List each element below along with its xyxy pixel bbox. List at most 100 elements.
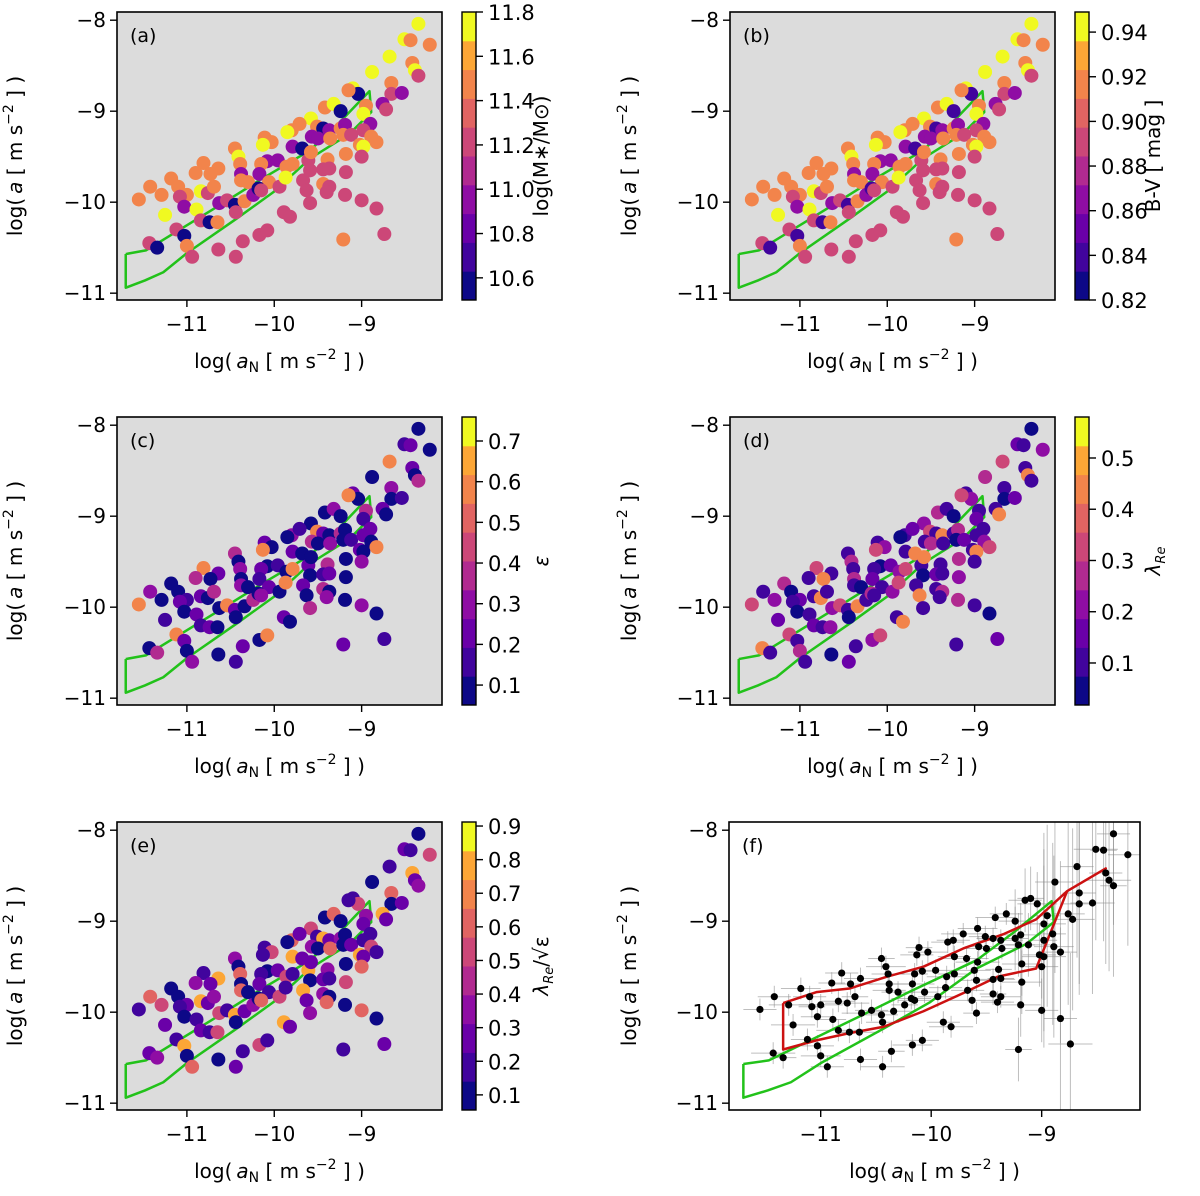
data-point — [865, 571, 880, 586]
data-point — [1024, 68, 1039, 83]
x-label-exp: −2 — [929, 752, 950, 768]
colorbar-level — [462, 445, 476, 476]
data-point — [851, 993, 859, 1001]
colorbar-tick-label: 0.82 — [1101, 289, 1148, 313]
data-point — [950, 970, 958, 978]
data-point — [319, 590, 334, 605]
y-label-unit: [ m s — [3, 125, 27, 182]
data-point — [967, 554, 982, 569]
panel-label: (c) — [130, 430, 155, 452]
data-point — [260, 628, 275, 643]
data-point — [377, 1037, 392, 1052]
colorbar-frame — [461, 821, 477, 1111]
y-label-var: a — [617, 587, 641, 599]
data-point — [203, 976, 218, 991]
data-point — [394, 85, 409, 100]
x-tick-label: −9 — [347, 312, 376, 336]
data-point — [949, 232, 964, 247]
data-point — [951, 146, 966, 161]
data-point — [824, 242, 839, 257]
colorbar-level — [1075, 156, 1089, 186]
data-point — [969, 511, 984, 526]
data-point — [377, 227, 392, 242]
data-point — [365, 65, 380, 80]
x-tick-label: −10 — [253, 312, 295, 336]
data-point — [252, 166, 267, 181]
colorbar-label-main: λ — [529, 984, 553, 997]
data-point — [913, 951, 921, 959]
data-point — [997, 86, 1012, 101]
y-label-unit: [ m s — [3, 530, 27, 587]
data-point — [868, 542, 883, 557]
x-label-unit: [ m s — [259, 1159, 316, 1183]
y-tick-label: −11 — [677, 281, 719, 305]
data-point — [834, 997, 842, 1005]
data-point — [972, 1009, 981, 1017]
x-label-unit: [ m s — [259, 349, 316, 373]
data-point — [1024, 16, 1039, 31]
y-tick-label: −10 — [64, 595, 106, 619]
colorbar-tick-label: 0.3 — [488, 593, 521, 617]
data-point — [978, 470, 993, 485]
colorbar-tick-label: 0.86 — [1101, 200, 1148, 224]
data-point — [823, 215, 838, 230]
data-point — [344, 937, 359, 952]
data-point — [823, 620, 838, 635]
y-tick-label: −11 — [676, 1091, 718, 1115]
data-point — [846, 980, 855, 988]
data-point — [131, 1002, 146, 1017]
data-point — [356, 511, 371, 526]
y-axis-label: log(a [ m s−2 ] ) — [615, 76, 641, 236]
x-label-sub: N — [249, 1170, 259, 1186]
colorbar-level — [1075, 69, 1089, 99]
colorbar-tick-label: 0.4 — [488, 983, 521, 1007]
data-point — [280, 935, 295, 950]
colorbar-tick-label: 0.2 — [488, 633, 521, 657]
data-point — [189, 202, 204, 217]
colorbar-level — [462, 966, 476, 996]
data-point — [285, 561, 300, 576]
data-point — [154, 997, 169, 1012]
colorbar-tick-label: 0.4 — [488, 552, 521, 576]
data-point — [901, 1001, 909, 1009]
colorbar-level — [462, 242, 476, 272]
data-point — [868, 137, 883, 152]
data-point — [228, 654, 243, 669]
x-label-exp: −2 — [316, 752, 337, 768]
data-point — [299, 183, 314, 198]
data-point — [384, 480, 399, 495]
data-point — [744, 192, 759, 207]
data-point — [260, 223, 275, 238]
colorbar-tick-label: 0.7 — [488, 430, 521, 454]
panel-label: (b) — [743, 25, 770, 47]
colorbar-level — [462, 474, 476, 504]
data-point — [1109, 830, 1118, 838]
colorbar: 0.1 0.2 0.3 0.4 0.5 0.6 0.7 ε — [461, 416, 553, 706]
colorbar-level — [1075, 40, 1089, 71]
data-point — [228, 249, 243, 264]
data-point — [895, 614, 910, 629]
data-point — [797, 984, 805, 993]
data-point — [341, 83, 356, 98]
colorbar-tick-label: 0.2 — [488, 1050, 521, 1074]
data-point — [1007, 85, 1022, 100]
data-point — [990, 227, 1005, 242]
data-point — [384, 896, 399, 911]
x-tick-label: −11 — [779, 717, 821, 741]
x-label-var: a — [236, 349, 248, 373]
data-point — [991, 913, 999, 922]
colorbar-level — [462, 589, 476, 620]
data-point — [916, 601, 931, 616]
data-point — [959, 930, 967, 938]
data-point — [932, 590, 947, 605]
data-point — [916, 145, 931, 160]
data-point — [282, 614, 297, 629]
colorbar-level — [1075, 127, 1089, 157]
data-point — [997, 974, 1005, 983]
x-label-exp: −2 — [971, 1157, 992, 1173]
y-label-suffix: ] ) — [3, 481, 27, 509]
y-axis-label: log(a [ m s−2 ] ) — [615, 886, 641, 1046]
data-point — [1088, 899, 1097, 907]
x-label-prefix: log( — [849, 1159, 887, 1183]
